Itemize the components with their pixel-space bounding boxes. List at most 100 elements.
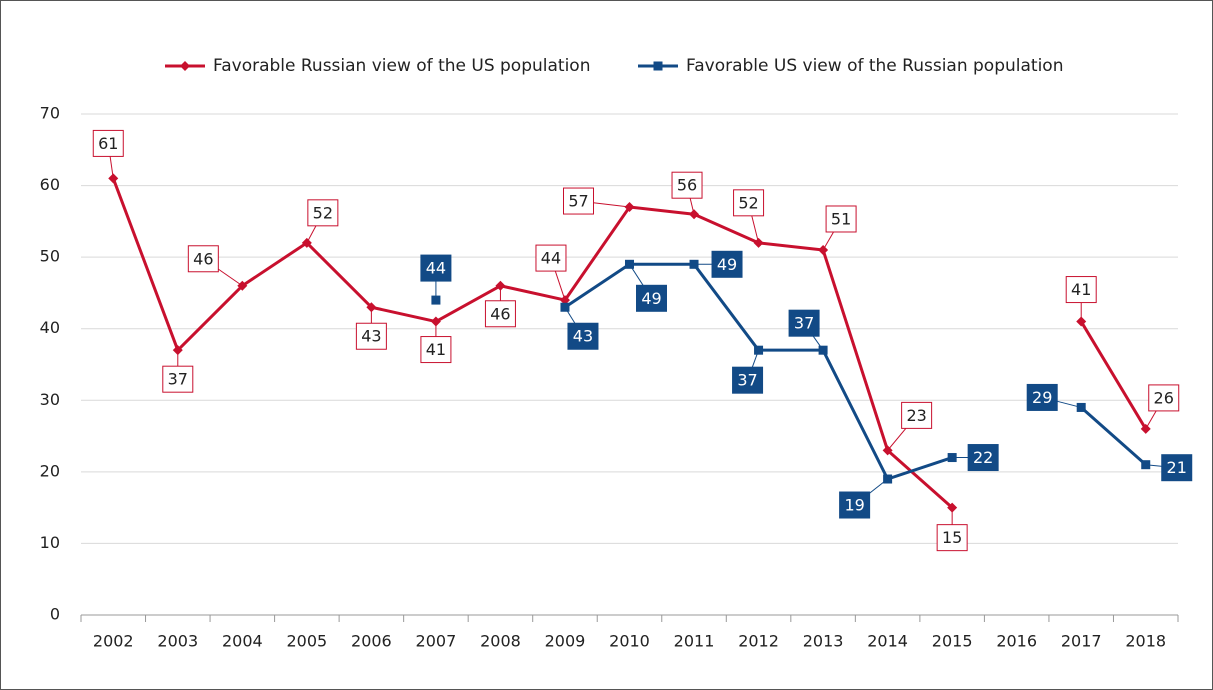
data-label: 37: [737, 371, 757, 390]
label-box: [901, 401, 933, 429]
y-tick-label: 10: [40, 533, 60, 552]
data-label: 51: [831, 209, 851, 228]
x-tick-label: 2013: [803, 632, 844, 651]
data-label: 19: [844, 496, 864, 515]
data-label-group: 49: [694, 250, 743, 278]
data-label-group: 49: [629, 264, 667, 312]
data-label: 44: [541, 249, 561, 268]
data-label: 23: [906, 406, 926, 425]
data-label: 22: [973, 448, 993, 467]
x-tick-label: 2007: [416, 632, 457, 651]
label-box: [1026, 383, 1058, 411]
data-label-group: 26: [1145, 384, 1180, 430]
label-box: [535, 244, 567, 272]
y-tick-label: 50: [40, 247, 60, 266]
x-tick-label: 2006: [351, 632, 392, 651]
data-label: 41: [1071, 280, 1091, 299]
label-box: [825, 205, 857, 233]
label-box: [187, 245, 219, 273]
x-tick-label: 2009: [545, 632, 586, 651]
label-box: [839, 491, 871, 519]
marker: [180, 61, 190, 71]
data-label-group: 56: [671, 171, 703, 215]
x-tick-label: 2003: [157, 632, 198, 651]
data-label-group: 46: [187, 245, 243, 287]
label-box: [420, 336, 452, 364]
data-label-group: 37: [162, 350, 194, 393]
data-label-group: 52: [306, 199, 339, 244]
data-label-group: 46: [484, 285, 516, 328]
data-label: 46: [490, 304, 510, 323]
data-label: 52: [738, 193, 758, 212]
y-tick-label: 40: [40, 318, 60, 337]
label-box: [671, 171, 703, 199]
data-label: 49: [641, 289, 661, 308]
data-label: 37: [794, 314, 814, 333]
data-label: 57: [568, 192, 588, 211]
data-label-group: 52: [733, 189, 765, 243]
x-tick-label: 2016: [996, 632, 1037, 651]
data-label: 26: [1154, 388, 1174, 407]
data-label: 43: [361, 327, 381, 346]
data-label-group: 15: [936, 507, 968, 552]
data-label-group: 57: [563, 187, 630, 215]
x-tick-label: 2010: [609, 632, 650, 651]
data-label-group: 23: [887, 401, 933, 451]
data-label: 52: [313, 203, 333, 222]
label-box: [936, 524, 968, 552]
data-label: 21: [1167, 458, 1187, 477]
data-label: 61: [98, 134, 118, 153]
data-label: 15: [942, 528, 962, 547]
label-box: [636, 284, 667, 312]
data-label: 49: [717, 255, 737, 274]
y-tick-label: 0: [50, 605, 60, 624]
x-tick-label: 2017: [1061, 632, 1102, 651]
label-box: [567, 322, 599, 350]
data-label-group: 41: [1065, 276, 1097, 322]
marker: [653, 61, 663, 71]
data-label-group: 22: [952, 444, 999, 472]
data-label: 43: [573, 327, 593, 346]
x-tick-label: 2005: [286, 632, 327, 651]
x-tick-label: 2014: [867, 632, 908, 651]
data-label-group: 44: [420, 254, 452, 301]
y-tick-label: 30: [40, 390, 60, 409]
x-tick-label: 2015: [932, 632, 973, 651]
x-tick-label: 2011: [674, 632, 715, 651]
data-label-group: 21: [1145, 454, 1193, 482]
data-label-group: 61: [92, 129, 124, 179]
label-box: [788, 309, 820, 337]
label-box: [1065, 276, 1097, 304]
data-label: 37: [168, 370, 188, 389]
x-tick-label: 2004: [222, 632, 263, 651]
y-tick-label: 60: [40, 175, 60, 194]
data-label-group: 41: [420, 321, 452, 364]
label-box: [732, 366, 764, 394]
y-tick-label: 20: [40, 461, 60, 480]
data-label: 29: [1032, 388, 1052, 407]
label-box: [307, 199, 339, 227]
data-label-group: 37: [732, 350, 764, 394]
label-box: [355, 322, 387, 350]
legend-label: Favorable US view of the Russian populat…: [686, 56, 1063, 76]
label-box: [1148, 384, 1180, 412]
data-label: 44: [426, 259, 446, 278]
x-tick-label: 2012: [738, 632, 779, 651]
data-label-group: 43: [564, 306, 599, 350]
label-box: [484, 300, 516, 328]
y-tick-label: 70: [40, 104, 60, 123]
label-box: [92, 129, 124, 157]
data-label-group: 19: [839, 478, 888, 519]
series-line: [111, 177, 1148, 509]
label-box: [733, 189, 765, 217]
label-box: [1161, 454, 1193, 482]
x-tick-label: 2018: [1125, 632, 1166, 651]
label-box: [711, 250, 743, 278]
data-label: 56: [677, 176, 697, 195]
x-tick-label: 2008: [480, 632, 521, 651]
label-box: [162, 365, 194, 393]
data-label-group: 44: [535, 244, 567, 301]
label-box: [967, 444, 999, 472]
